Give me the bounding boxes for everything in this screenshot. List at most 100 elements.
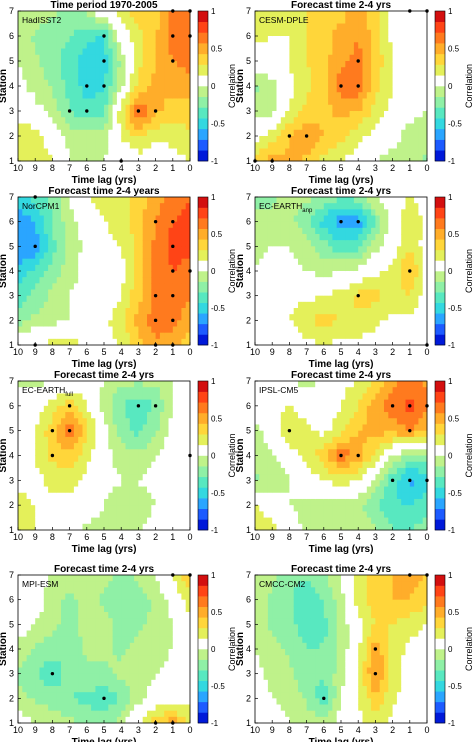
heatmap-cell	[294, 36, 299, 43]
y-tick-label: 6	[246, 217, 251, 227]
heatmap-cell	[393, 290, 398, 297]
heatmap-cell	[264, 55, 269, 62]
heatmap-cell	[169, 437, 174, 444]
heatmap-cell	[397, 99, 402, 106]
heatmap-cell	[48, 246, 53, 253]
heatmap-cell	[147, 277, 152, 284]
heatmap-cell	[156, 228, 161, 235]
heatmap-cell	[177, 302, 182, 309]
heatmap-cell	[27, 511, 32, 518]
heatmap-cell	[397, 314, 402, 321]
heatmap-cell	[264, 30, 269, 37]
colorbar-segment	[435, 239, 445, 250]
heatmap-cell	[113, 197, 118, 204]
heatmap-cell	[328, 209, 333, 216]
heatmap-cell	[255, 259, 260, 266]
heatmap-cell	[384, 61, 389, 68]
heatmap-cell	[147, 400, 152, 407]
heatmap-cell	[151, 381, 156, 388]
heatmap-cell	[367, 197, 372, 204]
x-tick-label: 3	[136, 347, 141, 357]
heatmap-cell	[151, 271, 156, 278]
heatmap-cell	[61, 86, 66, 93]
heatmap-cell	[363, 265, 368, 272]
heatmap-cell	[277, 130, 282, 137]
heatmap-cell	[138, 36, 143, 43]
heatmap-cell	[134, 61, 139, 68]
heatmap-cell	[57, 456, 62, 463]
heatmap-cell	[40, 246, 45, 253]
heatmap-cell	[35, 424, 40, 431]
heatmap-cell	[117, 487, 122, 494]
heatmap-cell	[380, 228, 385, 235]
heatmap-cell	[406, 130, 411, 137]
heatmap-cell	[363, 11, 368, 18]
heatmap-cell	[363, 259, 368, 266]
heatmap-cell	[341, 142, 346, 149]
heatmap-cell	[121, 124, 126, 131]
heatmap-cell	[164, 449, 169, 456]
heatmap-cell	[354, 246, 359, 253]
heatmap-cell	[48, 283, 53, 290]
heatmap-cell	[126, 111, 131, 118]
heatmap-cell	[104, 136, 109, 143]
heatmap-cell	[337, 92, 342, 99]
heatmap-cell	[388, 67, 393, 74]
heatmap-cell	[181, 222, 186, 229]
heatmap-cell	[380, 234, 385, 241]
heatmap-cell	[169, 49, 174, 56]
heatmap-cell	[130, 86, 135, 93]
heatmap-cell	[143, 55, 148, 62]
heatmap-cell	[384, 136, 389, 143]
heatmap-cell	[18, 462, 23, 469]
heatmap-cell	[108, 124, 113, 131]
heatmap-cell	[40, 424, 45, 431]
heatmap-cell	[65, 320, 70, 327]
heatmap-cell	[164, 149, 169, 156]
heatmap-cell	[181, 277, 186, 284]
heatmap-cell	[83, 418, 88, 425]
heatmap-cell	[363, 61, 368, 68]
heatmap-cell	[134, 393, 139, 400]
heatmap-cell	[160, 468, 165, 475]
heatmap-cell	[143, 456, 148, 463]
heatmap-cell	[134, 431, 139, 438]
heatmap-cell	[108, 136, 113, 143]
heatmap-cell	[70, 36, 75, 43]
heatmap-cell	[104, 493, 109, 500]
heatmap-cell	[406, 67, 411, 74]
heatmap-cell	[160, 124, 165, 131]
heatmap-cell	[272, 86, 277, 93]
heatmap-cell	[363, 24, 368, 31]
heatmap-cell	[147, 462, 152, 469]
heatmap-cell	[414, 30, 419, 37]
heatmap-cell	[285, 92, 290, 99]
heatmap-cell	[113, 92, 118, 99]
heatmap-cell	[264, 290, 269, 297]
heatmap-cell	[328, 92, 333, 99]
heatmap-cell	[173, 283, 178, 290]
significance-dot	[171, 220, 174, 223]
heatmap-cell	[130, 111, 135, 118]
heatmap-cell	[126, 393, 131, 400]
heatmap-cell	[104, 449, 109, 456]
heatmap-cell	[100, 400, 105, 407]
heatmap-cell	[410, 222, 415, 229]
heatmap-cell	[315, 74, 320, 81]
heatmap-cell	[289, 67, 294, 74]
heatmap-cell	[418, 314, 423, 321]
colorbar-segment	[198, 282, 208, 293]
heatmap-cell	[87, 234, 92, 241]
heatmap-cell	[268, 265, 273, 272]
heatmap-cell	[410, 17, 415, 24]
heatmap-cell	[410, 302, 415, 309]
heatmap-cell	[104, 277, 109, 284]
heatmap-cell	[363, 105, 368, 112]
heatmap-cell	[95, 487, 100, 494]
heatmap-cell	[130, 246, 135, 253]
heatmap-cell	[108, 36, 113, 43]
heatmap-cell	[393, 149, 398, 156]
heatmap-cell	[380, 105, 385, 112]
heatmap-cell	[406, 240, 411, 247]
heatmap-cell	[259, 67, 264, 74]
